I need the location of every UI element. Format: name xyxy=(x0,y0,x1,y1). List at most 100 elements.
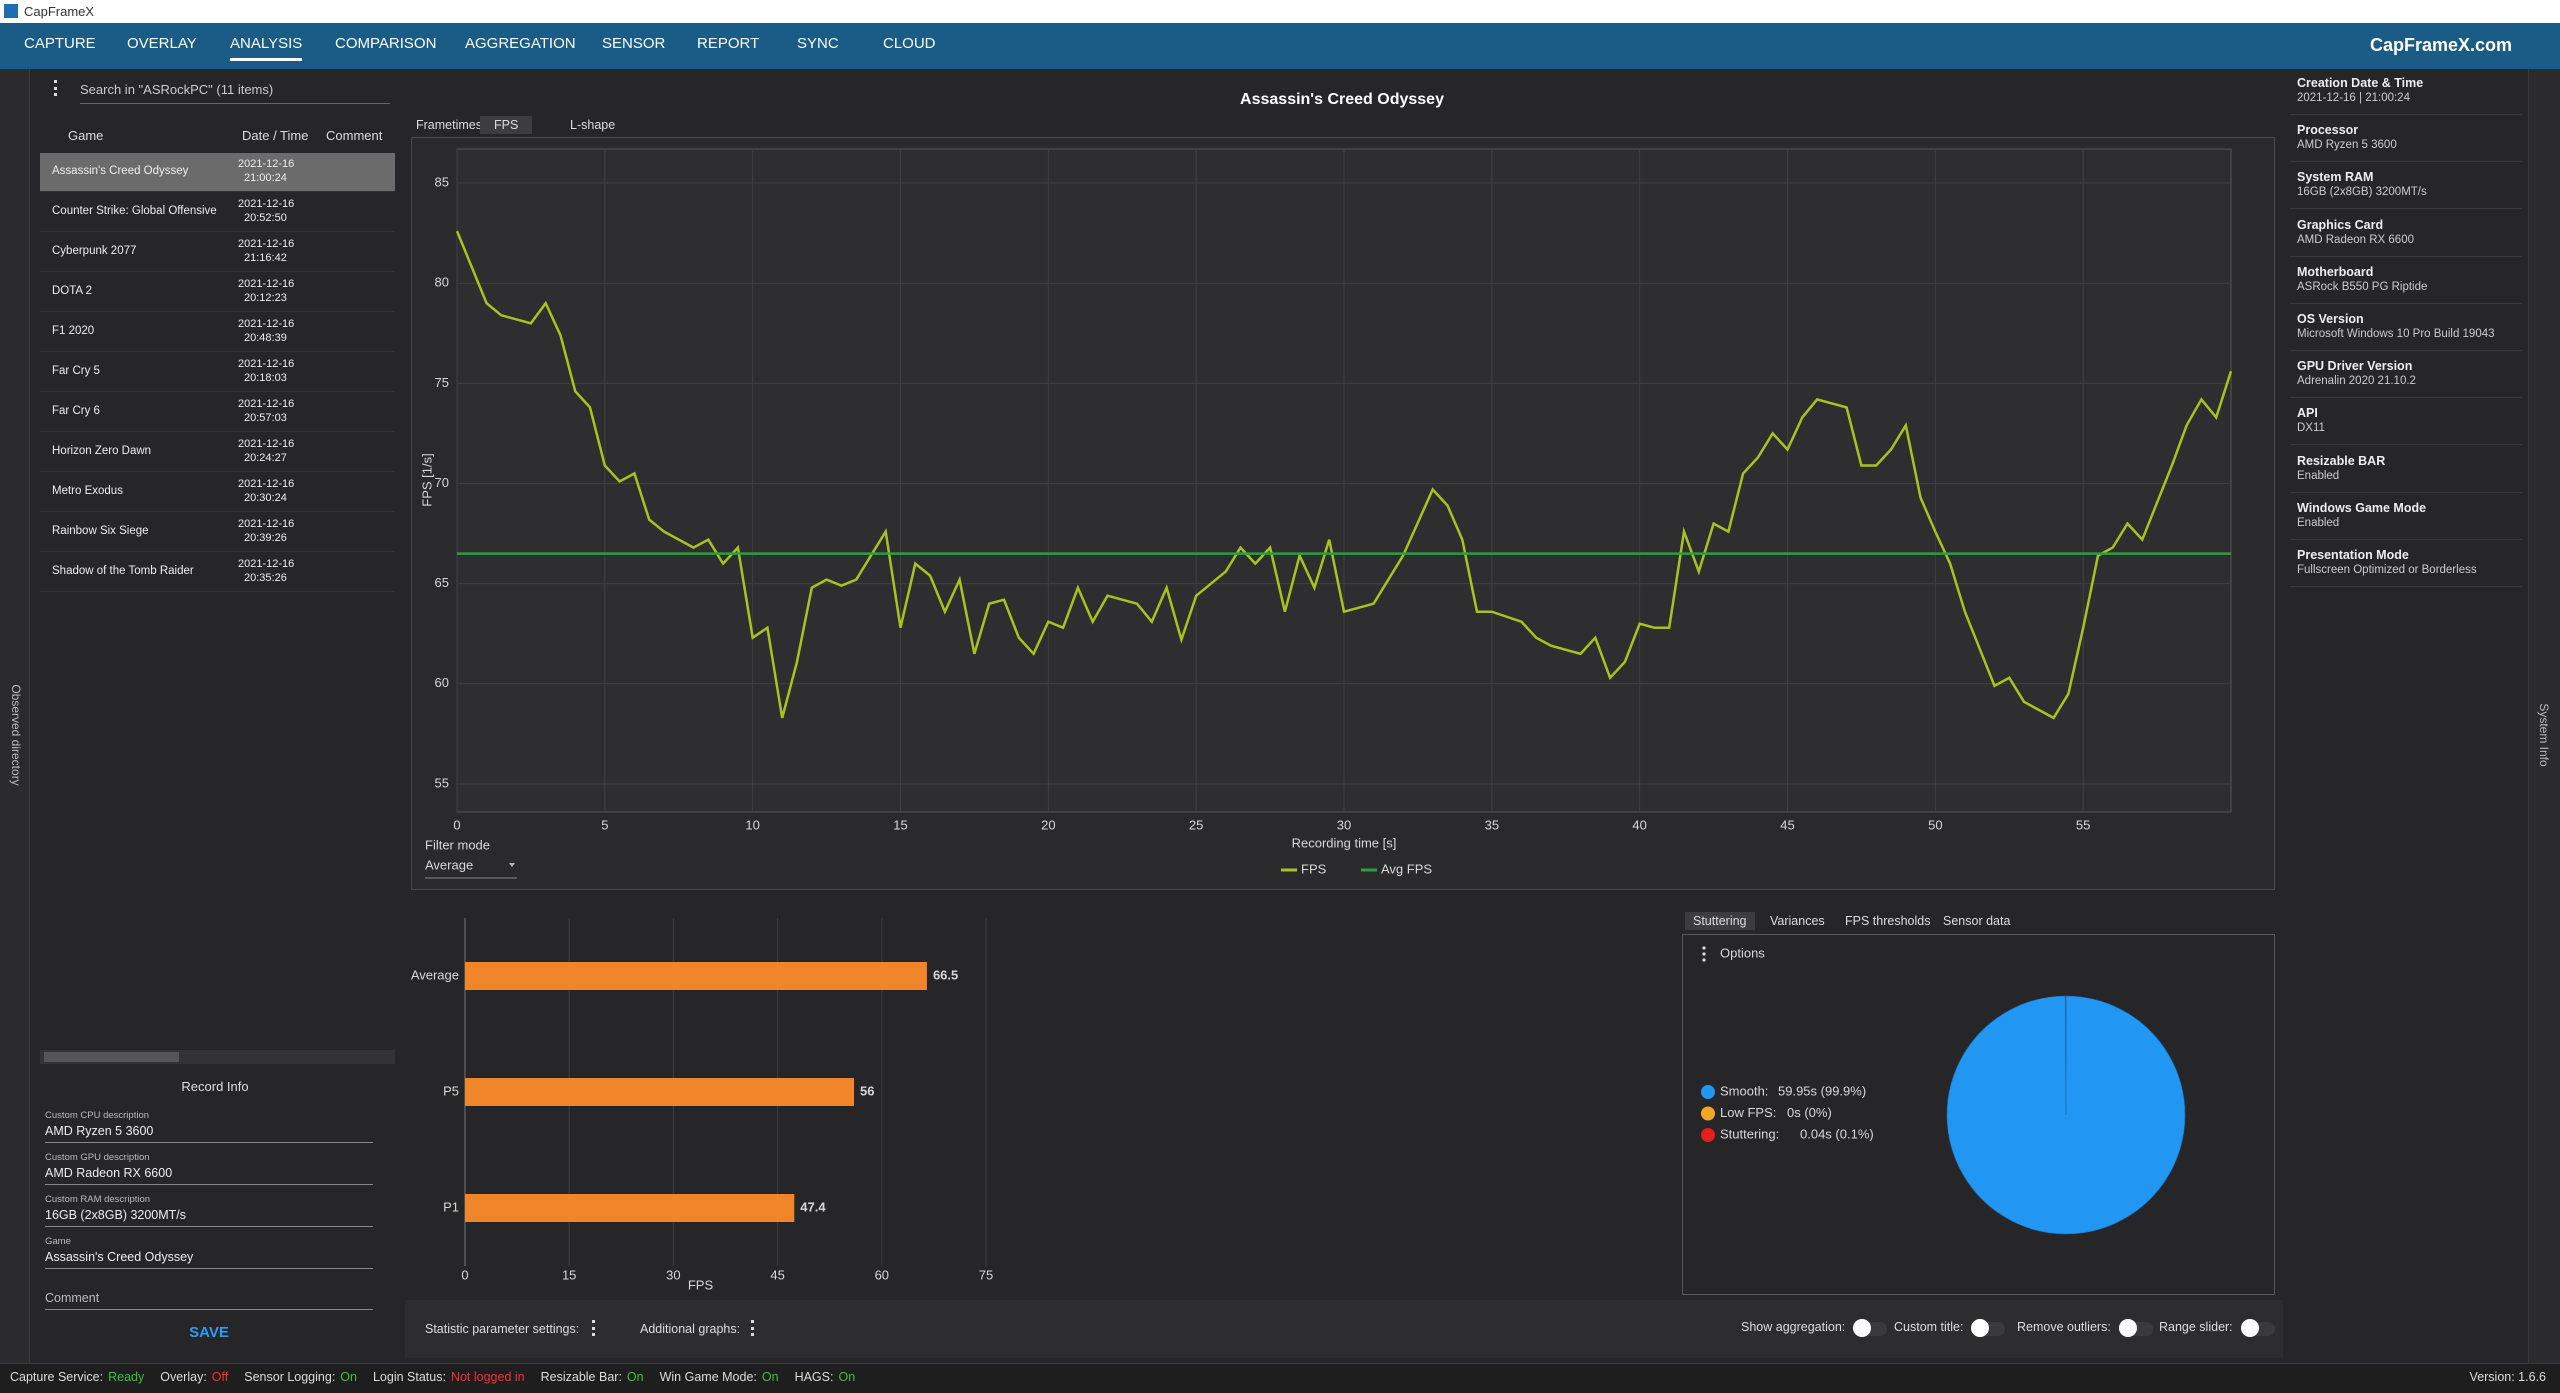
menu-item[interactable]: REPORT xyxy=(697,35,760,52)
search-box[interactable]: Search in "ASRockPC" (11 items) xyxy=(80,82,390,104)
record-game: F1 2020 xyxy=(52,325,95,337)
record-row[interactable]: Shadow of the Tomb Raider 2021-12-16 20:35… xyxy=(40,553,395,592)
line-chart: 55 60 65 70 75 80 85 0 5 10 15 20 25 30 35 40 45 50 55 Reco… xyxy=(419,148,2233,879)
y-tick-label: 55 xyxy=(435,775,449,790)
chart-tab[interactable]: L-shape xyxy=(570,118,616,132)
panel-tab[interactable]: Sensor data xyxy=(1943,914,2011,928)
statistic-settings[interactable]: Statistic parameter settings: xyxy=(425,1322,580,1336)
field-value[interactable]: AMD Ryzen 5 3600 xyxy=(45,1124,373,1143)
info-label: System RAM xyxy=(2297,170,2374,185)
y-tick-label: 80 xyxy=(435,275,449,290)
record-time: 21:00:24 xyxy=(244,172,287,184)
comment-field[interactable]: Comment xyxy=(45,1291,373,1310)
toggle-label[interactable]: Range slider: xyxy=(2159,1320,2233,1334)
status-value: Not logged in xyxy=(450,1370,525,1384)
panel-tab[interactable]: Stuttering xyxy=(1685,912,1755,930)
menu-item[interactable]: AGGREGATION xyxy=(465,35,576,52)
system-info-tab[interactable]: System Info xyxy=(2537,703,2551,767)
observed-directory[interactable]: Observed directory xyxy=(9,684,23,786)
bar xyxy=(465,1194,795,1222)
site-link[interactable]: CapFrameX.com xyxy=(2370,35,2513,55)
record-game: DOTA 2 xyxy=(52,285,93,297)
status-item: Login Status: Not logged in xyxy=(373,1370,525,1384)
info-separator xyxy=(2290,491,2522,493)
menu-item[interactable]: CLOUD xyxy=(883,35,936,52)
x-tick-label: 20 xyxy=(1041,817,1055,832)
right-strip xyxy=(2528,69,2560,1363)
value-label: 47.4 xyxy=(800,1199,826,1214)
record-date: 2021-12-16 xyxy=(238,518,295,530)
status-value: On xyxy=(838,1370,856,1384)
legend-swatch xyxy=(1701,1106,1715,1121)
record-row[interactable]: Assassin's Creed Odyssey 2021-12-16 21:00:… xyxy=(40,153,395,192)
toggle-label[interactable]: Show aggregation: xyxy=(1741,1320,1846,1334)
status-label: Overlay: xyxy=(160,1370,207,1384)
record-time: 21:16:42 xyxy=(244,252,287,264)
legend-label: Smooth: xyxy=(1720,1083,1768,1098)
record-date: 2021-12-16 xyxy=(238,398,295,410)
menu-item[interactable]: CAPTURE xyxy=(24,35,96,52)
field-value[interactable]: AMD Radeon RX 6600 xyxy=(45,1166,373,1185)
info-separator xyxy=(2290,586,2522,587)
info-separator xyxy=(2290,302,2522,304)
menu-item[interactable]: COMPARISON xyxy=(335,35,437,52)
legend-swatch xyxy=(1701,1128,1715,1142)
legend-label: Low FPS: xyxy=(1720,1105,1776,1120)
record-row[interactable]: DOTA 2 2021-12-16 20:12:23 xyxy=(40,273,395,312)
legend-label: Avg FPS xyxy=(1381,861,1432,876)
toggle-knob[interactable] xyxy=(1853,1319,1872,1337)
value-label: 56 xyxy=(860,1083,874,1098)
dropdown-arrow xyxy=(509,863,515,867)
toggle-knob[interactable] xyxy=(1971,1319,1990,1337)
info-label: Presentation Mode xyxy=(2297,548,2409,562)
record-row[interactable]: F1 2020 2021-12-16 20:48:39 xyxy=(40,313,395,352)
field-label: Custom GPU description xyxy=(45,1152,150,1163)
x-tick-label: 50 xyxy=(1928,817,1942,832)
info-separator xyxy=(2290,397,2522,399)
legend-swatch xyxy=(1701,1085,1715,1099)
record-game: Counter Strike: Global Offensive xyxy=(52,205,217,217)
status-item: Resizable Bar: On xyxy=(541,1370,644,1384)
y-tick-label: 60 xyxy=(435,675,449,690)
column-header[interactable]: Comment xyxy=(326,128,383,143)
menu-item[interactable]: SYNC xyxy=(797,35,839,52)
record-game: Shadow of the Tomb Raider xyxy=(52,565,194,577)
column-header[interactable]: Date / Time xyxy=(242,128,309,143)
toggle-label[interactable]: Remove outliers: xyxy=(2017,1320,2111,1334)
additional-graphs[interactable]: Additional graphs: xyxy=(640,1322,741,1336)
column-header[interactable]: Game xyxy=(68,128,104,143)
graphs-dots[interactable] xyxy=(751,1320,754,1336)
record-row[interactable]: Far Cry 6 2021-12-16 20:57:03 xyxy=(40,393,395,432)
panel-tab[interactable]: Variances xyxy=(1770,914,1825,928)
panel-tab[interactable]: FPS thresholds xyxy=(1845,914,1931,928)
menu-item[interactable]: SENSOR xyxy=(602,35,666,52)
toggle-knob[interactable] xyxy=(2240,1319,2259,1337)
pie-slice xyxy=(2064,995,2067,1116)
record-row[interactable]: Counter Strike: Global Offensive 2021-12-… xyxy=(40,193,395,232)
record-row[interactable]: Cyberpunk 2077 2021-12-16 21:16:42 xyxy=(40,233,395,272)
record-row[interactable]: Rainbow Six Siege 2021-12-16 20:39:26 xyxy=(40,513,395,552)
toggle-label[interactable]: Custom title: xyxy=(1894,1320,1964,1334)
record-row[interactable]: Metro Exodus 2021-12-16 20:30:24 xyxy=(40,473,395,512)
settings-dots[interactable] xyxy=(592,1320,595,1336)
series-line xyxy=(455,230,2233,720)
save-button[interactable]: SAVE xyxy=(189,1324,229,1341)
info-separator xyxy=(2290,114,2522,115)
x-tick-label: 0 xyxy=(461,1267,468,1282)
menu-item[interactable]: ANALYSIS xyxy=(230,35,303,61)
field-value[interactable]: 16GB (2x8GB) 3200MT/s xyxy=(45,1208,373,1227)
category-label: P1 xyxy=(443,1199,459,1214)
field-value[interactable]: Assassin's Creed Odyssey xyxy=(45,1250,373,1269)
record-row[interactable]: Horizon Zero Dawn 2021-12-16 20:24:27 xyxy=(40,433,395,472)
menu-item[interactable]: OVERLAY xyxy=(127,35,197,52)
status-value: Ready xyxy=(108,1370,145,1384)
toggle-knob[interactable] xyxy=(2118,1319,2137,1337)
info-separator xyxy=(2290,208,2522,210)
field-label: Game xyxy=(45,1236,71,1247)
x-tick-label: 45 xyxy=(770,1267,784,1282)
record-time: 20:30:24 xyxy=(244,492,287,504)
record-row[interactable]: Far Cry 5 2021-12-16 20:18:03 xyxy=(40,353,395,392)
chart-tab[interactable]: FPS xyxy=(480,116,533,134)
chart-tab[interactable]: Frametimes xyxy=(416,118,482,132)
filter-value: Average xyxy=(425,857,473,872)
